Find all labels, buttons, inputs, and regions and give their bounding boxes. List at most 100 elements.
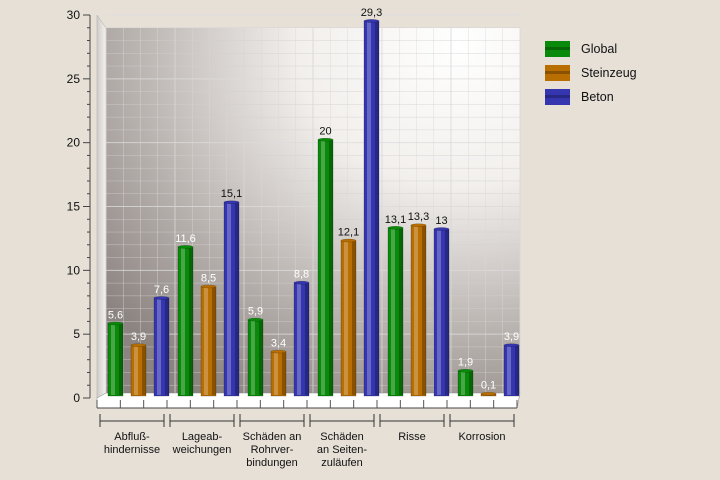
category-label: Schäden an — [243, 431, 302, 443]
bar-shade — [235, 203, 239, 395]
data-label: 13 — [435, 215, 447, 227]
bar-highlight — [461, 371, 465, 395]
side-wall — [96, 14, 107, 399]
bar-shade — [375, 21, 379, 395]
bar-highlight — [414, 226, 418, 395]
category-label: bindungen — [246, 457, 297, 469]
bar-cap — [480, 391, 497, 396]
bar-highlight — [111, 324, 115, 395]
bar-shade — [329, 140, 333, 395]
legend-label: Beton — [581, 90, 614, 104]
data-label: 8,5 — [201, 272, 216, 284]
bar-shade — [445, 230, 449, 395]
y-tick-label: 25 — [67, 72, 81, 86]
data-label: 1,9 — [458, 357, 473, 369]
data-label: 3,4 — [271, 338, 286, 350]
bar-highlight — [181, 247, 185, 395]
bar-shade — [422, 226, 426, 395]
data-label: 3,9 — [131, 331, 146, 343]
category-label: an Seiten- — [317, 444, 367, 456]
data-label: 29,3 — [361, 7, 382, 19]
bar-shade — [305, 283, 309, 395]
bar-cap — [223, 200, 240, 204]
bar-shade — [119, 324, 123, 395]
y-tick-label: 20 — [67, 136, 81, 150]
category-label: weichungen — [172, 444, 232, 456]
y-tick-label: 5 — [73, 327, 80, 341]
bar-highlight — [274, 352, 278, 395]
data-label: 7,6 — [154, 284, 169, 296]
bar-highlight — [134, 346, 138, 395]
bar-cap — [153, 296, 170, 300]
bar-shade — [352, 241, 356, 395]
y-tick-label: 10 — [67, 263, 81, 277]
bar-highlight — [204, 287, 208, 395]
bar-highlight — [297, 283, 301, 395]
bar-shade — [469, 371, 473, 395]
legend-swatch — [545, 65, 570, 81]
legend-swatch-stripe — [545, 47, 570, 50]
bar-shade — [165, 298, 169, 395]
category-label: Schäden — [320, 431, 363, 443]
bar-shade — [142, 346, 146, 395]
data-label: 5,9 — [248, 306, 263, 318]
bar-cap — [200, 284, 217, 289]
bar-highlight — [251, 320, 255, 395]
data-label: 5.6 — [108, 310, 123, 322]
data-label: 13,3 — [408, 211, 429, 223]
legend-label: Global — [581, 42, 617, 56]
category-label: Abfluß- — [114, 431, 150, 443]
legend-swatch-stripe — [545, 95, 570, 98]
legend-swatch — [545, 41, 570, 57]
legend-swatch-stripe — [545, 71, 570, 74]
data-label: 12,1 — [338, 227, 359, 239]
y-tick-label: 0 — [73, 391, 80, 405]
category-label: Lageab- — [182, 431, 223, 443]
bar-cap — [177, 245, 194, 249]
bar-shade — [282, 352, 286, 395]
category-label: Rohrver- — [251, 444, 294, 456]
bar-shade — [189, 247, 193, 395]
category-label: hindernisse — [104, 444, 160, 456]
bar-shade — [515, 346, 519, 395]
data-label: 13,1 — [385, 214, 406, 226]
data-label: 8,8 — [294, 269, 309, 281]
bar-cap — [340, 238, 357, 243]
data-label: 0,1 — [481, 380, 496, 392]
legend-swatch — [545, 89, 570, 105]
bar-cap — [293, 280, 310, 285]
bar-cap — [387, 226, 404, 230]
bar-cap — [317, 137, 334, 142]
bar-highlight — [227, 203, 231, 395]
category-label: zuläufen — [321, 457, 363, 469]
bar-highlight — [321, 140, 325, 395]
y-tick-label: 30 — [67, 8, 81, 22]
bar-highlight — [437, 230, 441, 395]
bar-shade — [399, 228, 403, 395]
bar-highlight — [344, 241, 348, 395]
bar-cap — [130, 343, 147, 347]
bar-shade — [212, 287, 216, 395]
bar-cap — [503, 343, 520, 347]
legend-label: Steinzeug — [581, 66, 637, 80]
data-label: 15,1 — [221, 188, 242, 200]
bar-highlight — [391, 228, 395, 395]
y-tick-label: 15 — [67, 200, 81, 214]
bar-cap — [410, 223, 427, 227]
bar-cap — [247, 317, 264, 322]
bar-highlight — [507, 346, 511, 395]
data-label: 11,6 — [175, 233, 196, 245]
category-label: Risse — [398, 431, 426, 443]
bar-cap — [107, 321, 124, 326]
bar-cap — [433, 227, 450, 231]
bar-shade — [259, 320, 263, 395]
bar-cap — [363, 19, 380, 23]
bar-cap — [457, 368, 474, 373]
category-label: Korrosion — [458, 431, 505, 443]
bar-cap — [270, 349, 287, 354]
bar-highlight — [367, 21, 371, 395]
data-label: 3,9 — [504, 331, 519, 343]
data-label: 20 — [319, 126, 331, 138]
bar-highlight — [157, 298, 161, 395]
